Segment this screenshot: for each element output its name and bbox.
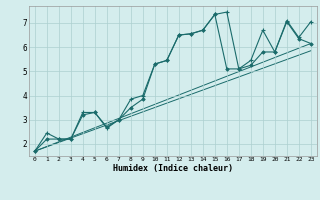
- X-axis label: Humidex (Indice chaleur): Humidex (Indice chaleur): [113, 164, 233, 173]
